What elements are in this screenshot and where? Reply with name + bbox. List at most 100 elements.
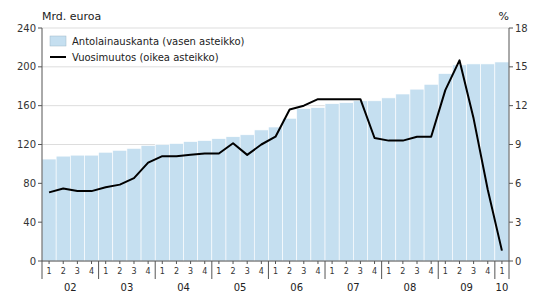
x-tick-label: 4 [372,267,377,276]
bar [410,89,424,261]
x-tick-label: 1 [47,267,52,276]
bar [311,108,325,261]
x-tick-label: 1 [216,267,221,276]
group-separator [509,261,510,279]
bar [169,144,183,261]
legend-label: Vuosimuutos (oikea asteikko) [72,52,219,63]
group-separator [381,261,382,279]
x-tick [445,261,446,264]
group-label: 05 [234,282,247,293]
bar [467,64,481,261]
y-tick-label: 120 [17,139,36,150]
group-label: 04 [177,282,190,293]
group-separator [268,261,269,279]
x-tick-label: 3 [414,267,419,276]
x-tick [133,261,134,264]
x-tick [289,261,290,264]
y-tick-label: 80 [23,178,36,189]
x-tick-label: 4 [259,267,264,276]
grid-line [42,66,509,67]
group-label: 06 [290,282,303,293]
group-label: 10 [496,282,509,293]
bar [438,74,452,261]
bar [127,148,141,261]
x-tick-label: 3 [75,267,80,276]
x-tick-label: 1 [386,267,391,276]
x-tick-label: 1 [443,267,448,276]
bar [254,130,268,261]
x-tick [162,261,163,264]
y2-tick [509,144,513,145]
x-tick [317,261,318,264]
x-tick-label: 1 [273,267,278,276]
y-tick [38,261,42,262]
y2-tick-label: 15 [515,61,528,72]
y-tick [38,222,42,223]
bar [99,152,113,261]
y-tick [38,183,42,184]
bar [424,84,438,261]
x-tick [49,261,50,264]
line [49,60,502,250]
y2-axis-title: % [499,10,509,23]
y2-tick [509,66,513,67]
x-tick-label: 3 [471,267,476,276]
legend-label: Antolainauskanta (vasen asteikko) [72,36,245,47]
grid-line [42,28,509,29]
group-separator [98,261,99,279]
x-tick-label: 3 [301,267,306,276]
y-tick-label: 0 [30,256,36,267]
y2-tick-label: 6 [515,178,521,189]
y-tick-label: 240 [17,23,36,34]
x-tick-label: 1 [499,267,504,276]
group-label: 09 [460,282,473,293]
x-tick [233,261,234,264]
x-tick [190,261,191,264]
x-tick-label: 4 [429,267,434,276]
x-tick-label: 2 [344,267,349,276]
x-tick [459,261,460,264]
x-tick-label: 2 [174,267,179,276]
y-tick [38,144,42,145]
bar [42,159,56,261]
x-tick [218,261,219,264]
x-tick [91,261,92,264]
x-tick [261,261,262,264]
x-tick-label: 1 [160,267,165,276]
x-tick [431,261,432,264]
group-separator [155,261,156,279]
x-tick-label: 3 [131,267,136,276]
x-tick-label: 1 [330,267,335,276]
bar [84,155,98,261]
x-tick [303,261,304,264]
y-tick-label: 160 [17,100,36,111]
y-tick-label: 200 [17,61,36,72]
x-tick-label: 3 [188,267,193,276]
chart: 0408012016020024003691215181234123412341… [0,0,543,307]
y2-tick-label: 12 [515,100,528,111]
y2-tick [509,261,513,262]
group-separator [494,261,495,279]
group-label: 07 [347,282,360,293]
bar [198,141,212,261]
x-tick [332,261,333,264]
y2-tick-label: 18 [515,23,528,34]
bar [396,94,410,261]
bar [353,101,367,261]
x-tick [63,261,64,264]
y2-tick-label: 9 [515,139,521,150]
group-separator [325,261,326,279]
group-separator [42,261,43,279]
x-tick [148,261,149,264]
x-tick-label: 4 [146,267,151,276]
x-tick-label: 4 [485,267,490,276]
group-label: 03 [121,282,134,293]
y-tick-label: 40 [23,217,36,228]
y2-tick [509,183,513,184]
x-tick-label: 2 [457,267,462,276]
x-tick [501,261,502,264]
bar [325,104,339,261]
bar [56,156,70,261]
grid [42,28,509,261]
x-tick [388,261,389,264]
